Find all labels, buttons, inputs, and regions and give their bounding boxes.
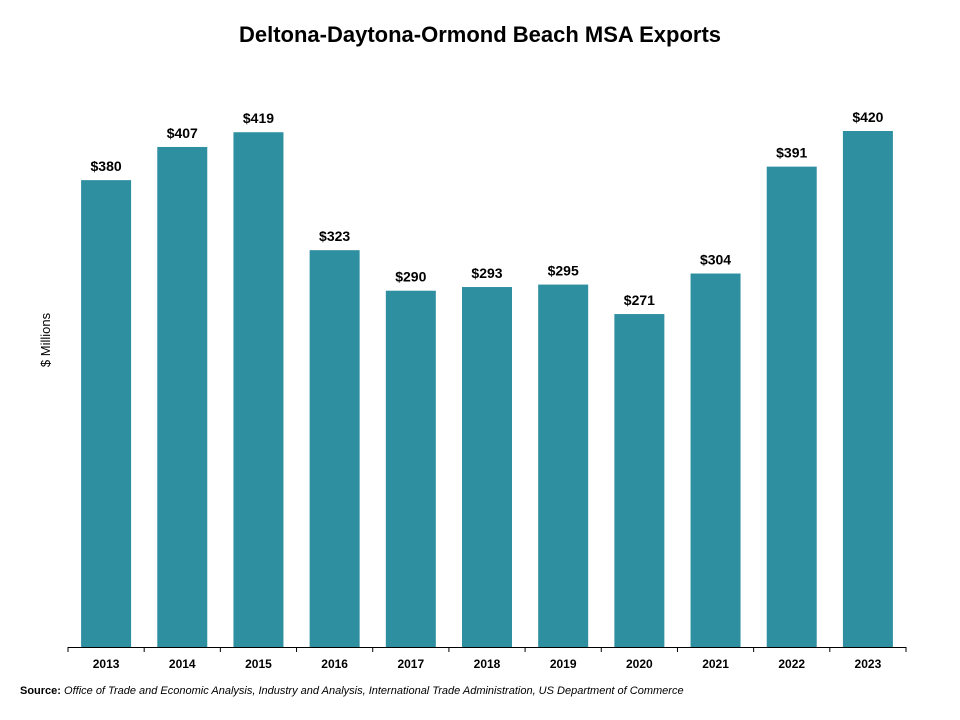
data-label-2017: $290 bbox=[395, 269, 426, 285]
chart-title: Deltona-Daytona-Ormond Beach MSA Exports bbox=[238, 22, 722, 47]
bar-2018 bbox=[462, 287, 512, 647]
x-tick-label-2013: 2013 bbox=[93, 657, 120, 671]
bar-2019 bbox=[538, 284, 589, 647]
bar-2023 bbox=[842, 131, 893, 647]
bar-2016 bbox=[309, 250, 360, 647]
bar-2020 bbox=[614, 314, 665, 647]
x-tick-label-2015: 2015 bbox=[245, 657, 272, 671]
x-tick-label-2019: 2019 bbox=[550, 657, 577, 671]
data-label-2018: $293 bbox=[471, 265, 502, 281]
x-tick-label-2022: 2022 bbox=[778, 657, 805, 671]
source-note: Source: Office of Trade and Economic Ana… bbox=[20, 685, 684, 697]
data-label-2023: $420 bbox=[852, 109, 883, 125]
data-label-2015: $419 bbox=[243, 110, 274, 126]
bar-2022 bbox=[766, 166, 817, 647]
x-tick-label-2020: 2020 bbox=[626, 657, 653, 671]
x-tick-label-2023: 2023 bbox=[855, 657, 882, 671]
x-tick-label-2018: 2018 bbox=[474, 657, 501, 671]
source-label: Source: bbox=[20, 685, 61, 697]
bars-layer bbox=[81, 131, 893, 647]
data-labels-layer: $380 $407 $419 $323 $290 $293 $295 $271 $304 $391… bbox=[91, 109, 884, 308]
data-label-2014: $407 bbox=[167, 125, 198, 141]
bar-2021 bbox=[690, 273, 741, 647]
data-label-2020: $271 bbox=[624, 292, 655, 308]
x-tick-label-2017: 2017 bbox=[397, 657, 424, 671]
data-label-2021: $304 bbox=[700, 252, 731, 268]
bar-2013 bbox=[81, 180, 132, 647]
bar-2017 bbox=[385, 290, 436, 647]
bar-2015 bbox=[233, 132, 284, 647]
x-axis: 2013 2014 2015 2016 2017 2018 2019 2020 2021 2022… bbox=[67, 647, 907, 671]
data-label-2019: $295 bbox=[548, 263, 579, 279]
y-axis-title: $ Millions bbox=[38, 312, 53, 367]
source-text: Office of Trade and Economic Analysis, I… bbox=[64, 685, 684, 697]
x-tick-label-2014: 2014 bbox=[169, 657, 196, 671]
x-tick-label-2016: 2016 bbox=[321, 657, 348, 671]
data-label-2016: $323 bbox=[319, 228, 350, 244]
data-label-2013: $380 bbox=[91, 158, 122, 174]
data-label-2022: $391 bbox=[776, 145, 807, 161]
x-tick-label-2021: 2021 bbox=[702, 657, 729, 671]
bar-2014 bbox=[157, 146, 208, 647]
